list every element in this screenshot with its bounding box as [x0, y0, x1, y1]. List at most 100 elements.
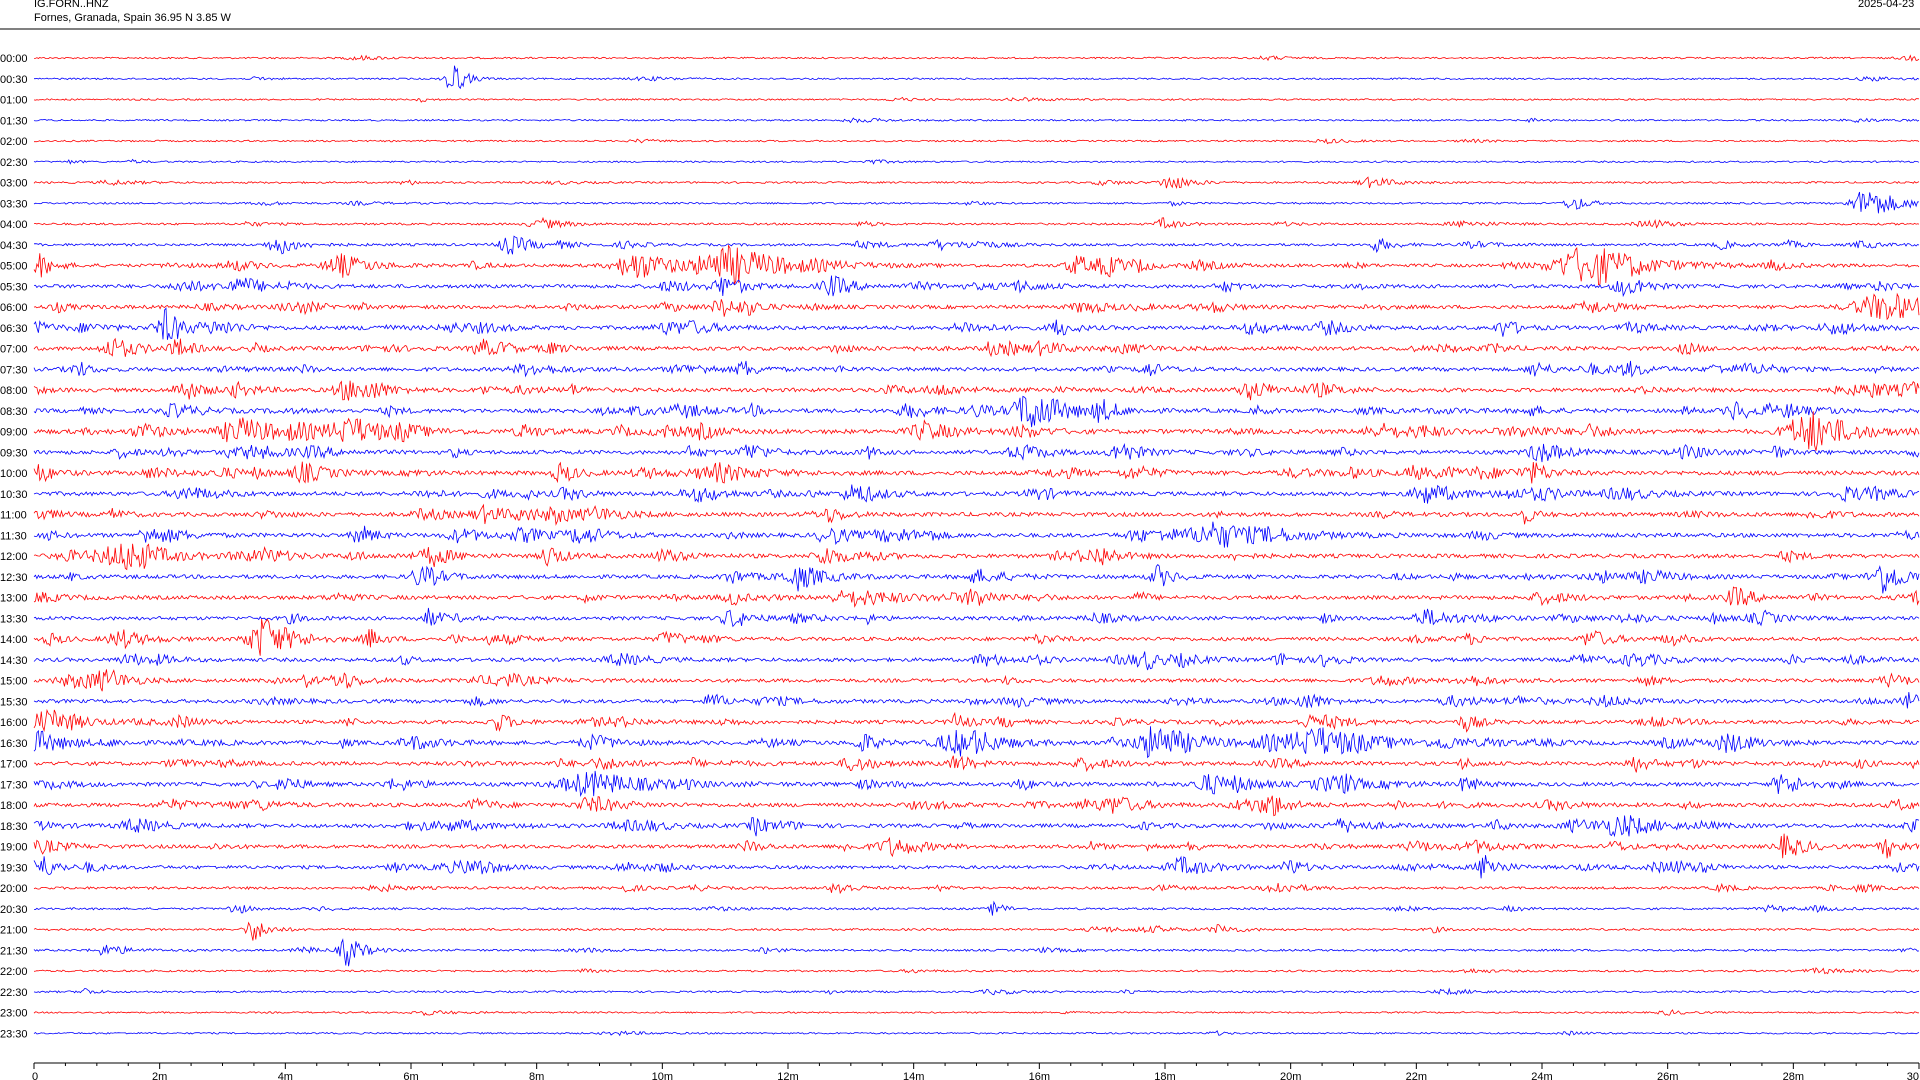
row-label: 03:30 — [0, 198, 28, 210]
row-label: 07:00 — [0, 344, 28, 356]
x-tick-label: 24m — [1531, 1071, 1552, 1080]
trace-row — [33, 117, 1920, 124]
x-tick-label: 4m — [278, 1071, 293, 1080]
row-label: 17:00 — [0, 759, 28, 771]
row-label: 22:30 — [0, 987, 28, 999]
trace-row — [33, 307, 1920, 340]
row-label: 21:00 — [0, 925, 28, 937]
row-label: 08:30 — [0, 406, 28, 418]
trace-row — [33, 708, 1920, 733]
trace-row — [33, 442, 1920, 463]
trace-row — [33, 921, 1920, 941]
trace-row — [33, 543, 1920, 571]
row-label: 02:00 — [0, 136, 28, 148]
row-label: 08:00 — [0, 385, 28, 397]
trace-row — [33, 138, 1920, 145]
trace-row — [33, 411, 1920, 451]
row-label: 16:30 — [0, 738, 28, 750]
row-label: 02:30 — [0, 157, 28, 169]
row-label: 01:30 — [0, 115, 28, 127]
trace-row — [33, 216, 1920, 229]
trace-row — [33, 833, 1920, 859]
trace-row — [33, 1030, 1920, 1037]
row-label: 18:30 — [0, 821, 28, 833]
row-label: 03:00 — [0, 178, 28, 190]
row-label: 01:00 — [0, 95, 28, 107]
x-tick-label: 8m — [529, 1071, 544, 1080]
trace-row — [33, 176, 1920, 189]
row-label: 09:00 — [0, 427, 28, 439]
row-label: 11:00 — [0, 510, 27, 522]
row-label: 10:00 — [0, 468, 28, 480]
row-label: 00:00 — [0, 53, 28, 65]
x-tick-label: 18m — [1154, 1071, 1175, 1080]
row-label: 22:00 — [0, 966, 28, 978]
row-label: 06:30 — [0, 323, 28, 335]
row-label: 20:30 — [0, 904, 28, 916]
trace-row — [33, 882, 1920, 895]
trace-row — [33, 275, 1919, 298]
trace-row — [33, 987, 1920, 996]
row-label: 05:30 — [0, 281, 28, 293]
station-code: IG.FORN..HNZ — [34, 0, 109, 10]
row-label: 17:30 — [0, 779, 28, 791]
row-label: 14:30 — [0, 655, 28, 667]
x-tick-label: 0 — [32, 1071, 38, 1080]
trace-row — [33, 521, 1920, 548]
trace-row — [33, 503, 1920, 526]
row-label: 05:00 — [0, 261, 28, 273]
x-tick-label: 16m — [1029, 1071, 1050, 1080]
trace-row — [33, 54, 1920, 62]
row-label: 10:30 — [0, 489, 28, 501]
trace-row — [33, 607, 1920, 628]
trace-row — [33, 669, 1920, 692]
row-label: 12:00 — [0, 551, 28, 563]
trace-row — [33, 484, 1920, 504]
x-tick-label: 12m — [777, 1071, 798, 1080]
row-label: 21:30 — [0, 945, 28, 957]
row-label: 20:00 — [0, 883, 28, 895]
row-label: 09:30 — [0, 447, 28, 459]
record-date: 2025-04-23 — [1858, 0, 1915, 10]
trace-row — [33, 692, 1920, 709]
row-label: 06:00 — [0, 302, 28, 314]
row-label: 12:30 — [0, 572, 28, 584]
x-tick-label: 22m — [1406, 1071, 1427, 1080]
time-axis: 0 2m 4m 6m 8m 10m 12m 14m 16m 18m 20m 22m 24m 26m 28m 3… — [32, 1062, 1920, 1080]
x-tick-label: 20m — [1280, 1071, 1301, 1080]
seismic-traces — [33, 54, 1920, 1037]
trace-row — [33, 395, 1920, 428]
trace-row — [33, 967, 1920, 975]
row-label: 11:30 — [0, 530, 27, 542]
row-label: 15:30 — [0, 696, 28, 708]
trace-row — [34, 65, 1920, 90]
row-label: 18:00 — [0, 800, 28, 812]
trace-row — [33, 564, 1920, 594]
x-tick-label: 10m — [652, 1071, 673, 1080]
row-label: 04:30 — [0, 240, 28, 252]
trace-row — [33, 360, 1920, 378]
trace-row — [33, 795, 1920, 817]
x-tick-label: 30 — [1907, 1071, 1919, 1080]
trace-row — [33, 855, 1920, 879]
trace-row — [33, 1009, 1920, 1017]
trace-row — [33, 96, 1920, 103]
row-label: 14:00 — [0, 634, 28, 646]
row-label: 19:30 — [0, 862, 28, 874]
trace-row — [33, 618, 1920, 656]
trace-row — [33, 235, 1920, 255]
row-label: 16:00 — [0, 717, 28, 729]
trace-row — [33, 191, 1919, 214]
trace-row — [33, 461, 1920, 484]
trace-row — [33, 380, 1920, 401]
trace-row — [33, 938, 1920, 967]
trace-row — [33, 770, 1920, 797]
row-label: 00:30 — [0, 74, 28, 86]
row-label: 15:00 — [0, 676, 28, 688]
trace-row — [33, 292, 1920, 321]
row-label: 04:00 — [0, 219, 28, 231]
row-label: 23:00 — [0, 1008, 28, 1020]
row-label: 19:00 — [0, 842, 28, 854]
row-label: 13:00 — [0, 593, 28, 605]
